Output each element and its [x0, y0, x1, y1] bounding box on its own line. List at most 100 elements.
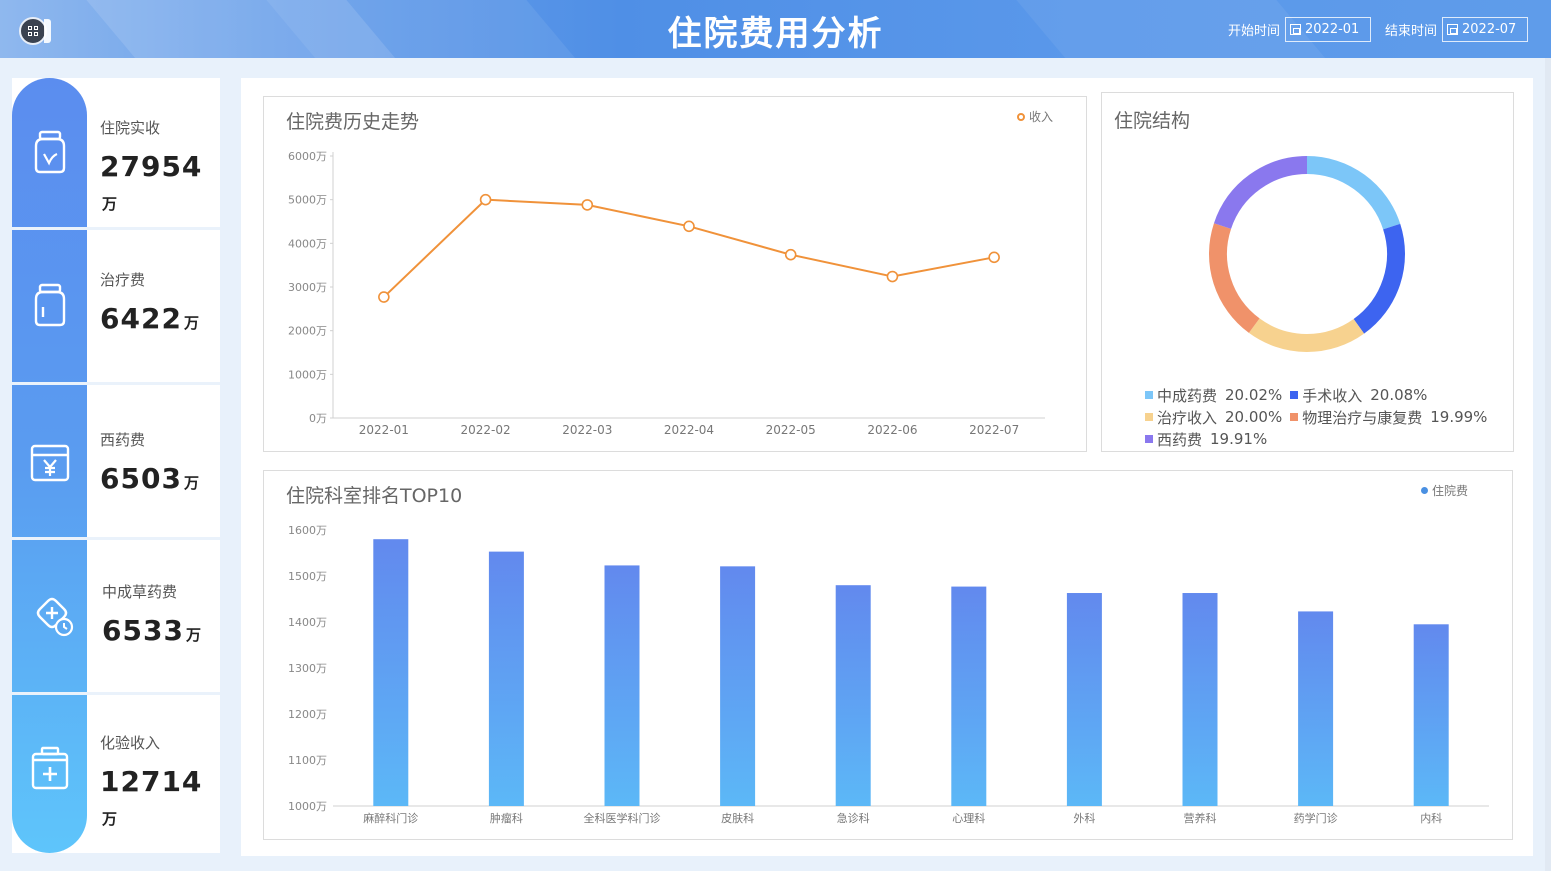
donut-slice [1248, 318, 1365, 352]
divider [12, 692, 220, 695]
pie-legend-item[interactable]: 治疗收入 20.00% [1145, 407, 1282, 428]
end-date-label: 结束时间 [1385, 24, 1438, 39]
divider [12, 537, 220, 540]
divider [12, 227, 220, 230]
line-chart: 0万 1000万 2000万 3000万 4000万 5000万 6000万 2022-01 2… [288, 150, 1045, 437]
data-point [683, 220, 695, 233]
y-tick-label: 1000万 [288, 368, 327, 381]
kpi-value: 27954万 [100, 150, 203, 213]
menu-button[interactable] [19, 17, 47, 45]
legend-swatch [1145, 413, 1153, 421]
kpi-card-western-medicine: 西药费 6503 万 [12, 388, 220, 540]
x-tick-label: 2022-05 [766, 423, 816, 437]
series-line [383, 198, 995, 298]
line-chart-legend[interactable]: 收入 [1017, 108, 1053, 125]
data-bar [720, 566, 756, 806]
x-tick-label: 2022-03 [562, 423, 612, 437]
x-tick-label: 2022-06 [867, 423, 917, 437]
data-point [886, 270, 899, 283]
x-tick-label: 急诊科 [837, 811, 870, 825]
divider [12, 382, 220, 385]
kpi-label: 中成草药费 [102, 583, 178, 601]
y-tick-label: 6000万 [288, 150, 327, 163]
sidebar-toggle-icon[interactable] [44, 19, 51, 43]
y-tick-label: 0万 [309, 412, 327, 425]
bar-chart-legend[interactable]: 住院费 [1421, 482, 1468, 499]
data-point [479, 193, 492, 206]
grid-icon [28, 26, 38, 36]
bar-chart: 1000万 1100万 1200万 1300万 1400万 1500万 1600万麻醉科门诊… [288, 524, 1489, 825]
data-bar [1298, 611, 1334, 806]
legend-marker-icon [1421, 487, 1428, 494]
y-tick-label: 1500万 [288, 570, 327, 583]
pie-chart-card: 住院结构 [1101, 92, 1514, 452]
y-tick-label: 5000万 [288, 194, 327, 207]
x-tick-label: 内科 [1420, 811, 1442, 825]
data-bar [835, 585, 871, 806]
data-point [988, 251, 1000, 264]
kpi-card-treatment-fee: 治疗费 6422 万 [12, 233, 220, 385]
line-chart-card: 住院费历史走势 收入 [263, 96, 1087, 452]
bar-chart-title: 住院科室排名TOP10 [286, 485, 463, 507]
bottle-icon [34, 283, 66, 327]
kpi-value: 6503 万 [100, 462, 200, 495]
kpi-value: 12714万 [100, 765, 203, 828]
donut-slice [1209, 223, 1260, 333]
kpi-value: 6422 万 [100, 302, 200, 335]
donut-slice [1306, 156, 1401, 230]
pie-legend-item[interactable]: 中成药费 20.02% [1145, 385, 1282, 406]
line-chart-title: 住院费历史走势 [286, 111, 420, 133]
end-date-group: 结束时间 2022-07 [1385, 17, 1529, 42]
x-tick-label: 外科 [1073, 811, 1095, 825]
y-tick-label: 1200万 [288, 708, 327, 721]
calendar-icon [1447, 24, 1459, 35]
start-date-group: 开始时间 2022-01 [1228, 17, 1372, 42]
data-bar [1182, 593, 1218, 806]
data-bar [488, 551, 524, 806]
legend-label: 住院费 [1432, 484, 1469, 498]
pie-chart-title: 住院结构 [1114, 110, 1191, 132]
pie-legend: 中成药费 20.02% 手术收入 20.08% 治疗收入 20.00% 物理治疗与康复… [1145, 384, 1505, 450]
kpi-label: 西药费 [100, 431, 146, 449]
pie-legend-item[interactable]: 手术收入 20.08% [1290, 385, 1427, 406]
kpi-label: 化验收入 [100, 734, 161, 752]
start-date-picker[interactable]: 2022-01 [1285, 17, 1372, 42]
pie-legend-item[interactable]: 物理治疗与康复费 19.99% [1290, 407, 1487, 428]
data-bar [951, 586, 987, 806]
y-tick-label: 1000万 [288, 800, 327, 813]
legend-swatch [1290, 413, 1299, 421]
kpi-card-lab-income: 化验收入 12714万 [12, 698, 220, 850]
kpi-value: 6533 万 [102, 614, 202, 647]
y-tick-label: 1600万 [288, 524, 327, 537]
data-bar [1413, 624, 1449, 806]
kpi-card-herbal-medicine: 中成草药费 6533 万 [12, 543, 220, 695]
legend-swatch [1290, 391, 1299, 399]
start-date-label: 开始时间 [1228, 24, 1281, 39]
x-tick-label: 2022-07 [969, 423, 1019, 437]
kpi-label: 住院实收 [100, 119, 161, 137]
page-scrollbar[interactable] [1545, 58, 1551, 871]
calendar-icon [1290, 24, 1302, 35]
data-point [784, 248, 797, 261]
data-bar [373, 539, 409, 806]
data-bar [604, 565, 640, 806]
page-title: 住院费用分析 [667, 14, 884, 54]
kpi-label: 治疗费 [100, 271, 146, 289]
legend-label: 收入 [1029, 110, 1054, 124]
pie-legend-item[interactable]: 西药费 19.91% [1145, 429, 1267, 450]
x-tick-label: 营养科 [1184, 811, 1217, 825]
x-tick-label: 肿瘤科 [490, 811, 523, 825]
y-tick-label: 1100万 [288, 754, 327, 767]
data-point [581, 199, 594, 211]
data-bar [1066, 593, 1102, 806]
y-tick-label: 2000万 [288, 325, 327, 338]
data-point [378, 291, 390, 303]
medical-kit-icon [31, 746, 69, 790]
kpi-card-inpatient-income: 住院实收 27954万 [12, 78, 220, 230]
end-date-value: 2022-07 [1462, 22, 1517, 37]
start-date-value: 2022-01 [1305, 22, 1360, 37]
x-tick-label: 麻醉科门诊 [363, 811, 418, 825]
y-tick-label: 1300万 [288, 662, 327, 675]
end-date-picker[interactable]: 2022-07 [1442, 17, 1529, 42]
header-bar: 住院费用分析 开始时间 2022-01 结束时间 2022-07 [0, 0, 1551, 58]
